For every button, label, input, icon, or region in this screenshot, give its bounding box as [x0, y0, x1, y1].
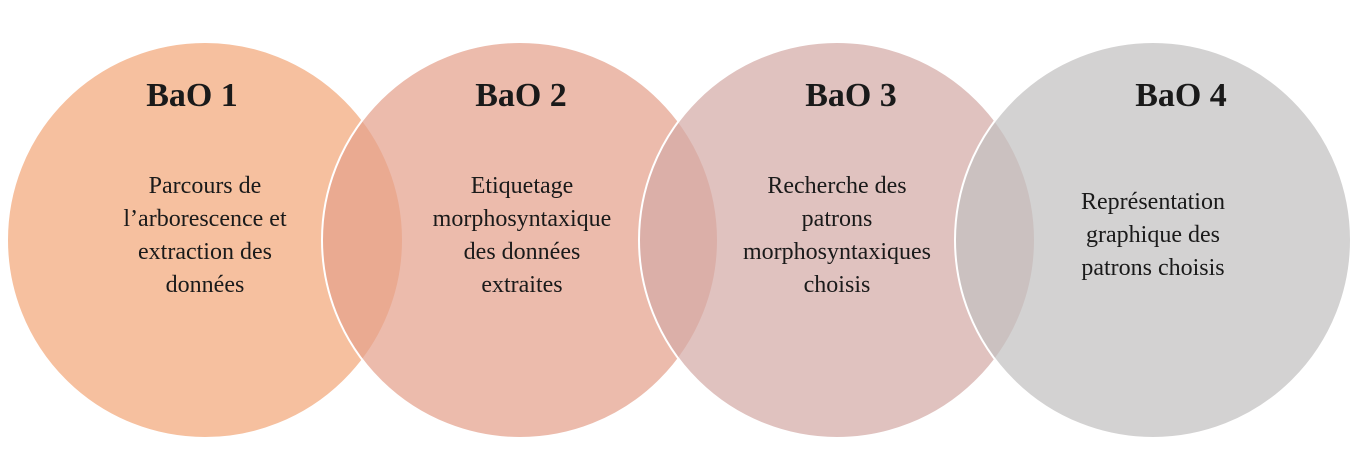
bao-1-title: BaO 1 — [146, 77, 238, 114]
bao-3-description: Recherche des patrons morphosyntaxiques … — [717, 170, 957, 302]
bao-2-description: Etiquetage morphosyntaxique des données … — [402, 170, 642, 302]
circle-bao-4 — [954, 41, 1352, 439]
bao-4-title: BaO 4 — [1135, 77, 1227, 114]
bao-2-line: morphosyntaxique — [432, 206, 612, 232]
bao-2-line: Etiquetage — [470, 173, 574, 199]
bao-1-line: l’arborescence et — [123, 206, 287, 232]
bao-1-line: données — [165, 272, 245, 298]
bao-4-description: Représentation graphique des patrons cho… — [1033, 186, 1273, 285]
bao-4-line: Représentation — [1081, 189, 1225, 215]
bao-2-line: extraites — [481, 272, 563, 298]
bao-2-title: BaO 2 — [475, 77, 567, 114]
bao-3-line: Recherche des — [767, 173, 907, 199]
bao-1-line: Parcours de — [148, 173, 262, 199]
bao-1-description: Parcours de l’arborescence et extraction… — [85, 170, 325, 302]
bao-1-line: extraction des — [138, 239, 272, 265]
bao-3-line: morphosyntaxiques — [743, 239, 931, 265]
bao-3-line: patrons — [801, 206, 873, 232]
bao-3-title: BaO 3 — [805, 77, 897, 114]
bao-3-line: choisis — [803, 272, 871, 298]
bao-2-line: des données — [463, 239, 581, 265]
bao-4-line: patrons choisis — [1081, 255, 1225, 281]
bao-4-line: graphique des — [1086, 222, 1220, 248]
